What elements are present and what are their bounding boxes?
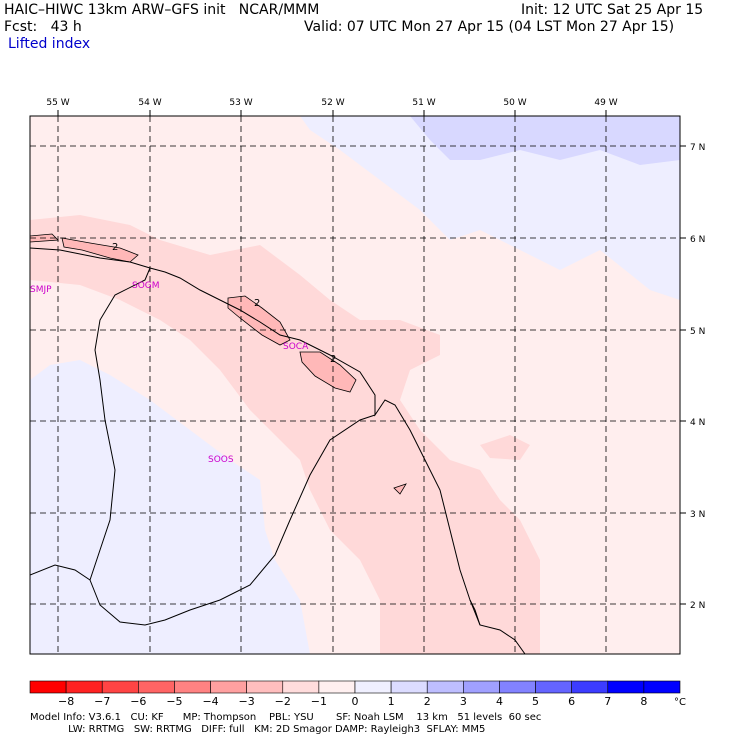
model-title: HAIC–HIWC 13km ARW–GFS init NCAR/MMM <box>4 2 320 18</box>
map-frame <box>29 115 681 655</box>
lat-label: 6 N <box>690 235 705 245</box>
contour-patch-central <box>227 295 291 346</box>
border-suriname-french-guiana <box>89 414 376 626</box>
model-info-line2: LW: RRTMG SW: RRTMG DIFF: full KM: 2D Sm… <box>30 724 486 735</box>
lon-label: 49 W <box>594 98 617 108</box>
colorbar-segment <box>282 680 320 694</box>
colorbar-segment <box>65 680 103 694</box>
colorbar-tick-label: −4 <box>202 695 218 708</box>
colorbar-tick-label: −1 <box>311 695 327 708</box>
lon-label: 51 W <box>412 98 435 108</box>
colorbar-tick-label: 0 <box>352 695 359 708</box>
light-red-patch-east <box>480 435 530 460</box>
colorbar-segment <box>643 680 681 694</box>
lat-grid <box>30 145 680 605</box>
colorbar-tick-label: 3 <box>460 695 467 708</box>
colorbar-tick-label: 7 <box>604 695 611 708</box>
colorbar-tick-label: −2 <box>275 695 291 708</box>
colorbar-segment <box>535 680 572 694</box>
colorbar-segment <box>210 680 247 694</box>
colorbar-tick-label: −5 <box>166 695 182 708</box>
contour-label: 2 <box>330 354 336 365</box>
colorbar-segment <box>354 680 392 694</box>
colorbar-tick-label: −6 <box>130 695 146 708</box>
colorbar-segment <box>463 680 500 694</box>
colorbar-tick-label: 6 <box>568 695 575 708</box>
lat-label: 7 N <box>690 143 705 153</box>
colorbar-segment <box>318 680 356 694</box>
lat-label: 3 N <box>690 510 705 520</box>
pale-blue-region-north <box>300 116 680 300</box>
station-label: SMJP <box>30 285 52 295</box>
colorbar-tick-label: 4 <box>496 695 503 708</box>
contour-label: 2 <box>254 298 260 309</box>
lon-label: 50 W <box>503 98 526 108</box>
model-info-line1: Model Info: V3.6.1 CU: KF MP: Thompson P… <box>30 712 542 723</box>
colorbar-segment <box>426 680 464 694</box>
coastline <box>30 247 526 654</box>
border-suriname-guyana <box>30 267 151 581</box>
colorbar-tick-label: −3 <box>239 695 255 708</box>
colorbar-unit: °C <box>674 697 686 708</box>
valid-time: Valid: 07 UTC Mon 27 Apr 15 (04 LST Mon … <box>304 19 675 35</box>
contour-patch-triangle <box>393 483 407 495</box>
colorbar-tick-label: −8 <box>58 695 74 708</box>
lat-label: 2 N <box>690 601 705 611</box>
colorbar-segment <box>246 680 284 694</box>
colorbar-segment <box>138 680 175 694</box>
contour-patch-east <box>299 351 357 393</box>
colorbar-tick-label: 8 <box>640 695 647 708</box>
colorbar-segment <box>390 680 428 694</box>
colorbar-tick-label: 2 <box>424 695 431 708</box>
lon-label: 54 W <box>138 98 161 108</box>
colorbar-segment <box>607 680 645 694</box>
lat-label: 5 N <box>690 327 705 337</box>
colorbar-segment <box>101 680 139 694</box>
light-blue-region-north <box>410 116 680 165</box>
colorbar-tick-label: −7 <box>94 695 110 708</box>
pale-blue-region-south <box>30 360 310 654</box>
lat-ticks <box>680 145 686 605</box>
light-red-band <box>30 215 540 654</box>
colorbar-tick-label: 5 <box>532 695 539 708</box>
lon-label: 52 W <box>321 98 344 108</box>
colorbar-segment <box>571 680 609 694</box>
station-label: SOGM <box>132 281 160 291</box>
colorbar-tick-label: 1 <box>388 695 395 708</box>
border-french-guiana-brazil <box>469 599 481 626</box>
colorbar <box>29 680 681 694</box>
colorbar-segment <box>174 680 211 694</box>
field-name: Lifted index <box>8 36 91 52</box>
colorbar-segment <box>499 680 536 694</box>
station-label: SOOS <box>208 455 234 465</box>
colorbar-labels: −8 −7 −6 −5 −4 −3 −2 −1 0 1 2 3 4 5 6 7 8 <box>58 695 647 708</box>
contour-label: 2 <box>112 242 118 253</box>
lon-label: 55 W <box>46 98 69 108</box>
forecast-hour: Fcst: 43 h <box>4 19 82 35</box>
colorbar-segment <box>29 680 67 694</box>
init-time: Init: 12 UTC Sat 25 Apr 15 <box>521 2 704 18</box>
station-label: SOCA <box>283 342 309 352</box>
lon-label: 53 W <box>229 98 252 108</box>
lat-label: 4 N <box>690 418 705 428</box>
lon-ticks <box>57 110 607 116</box>
